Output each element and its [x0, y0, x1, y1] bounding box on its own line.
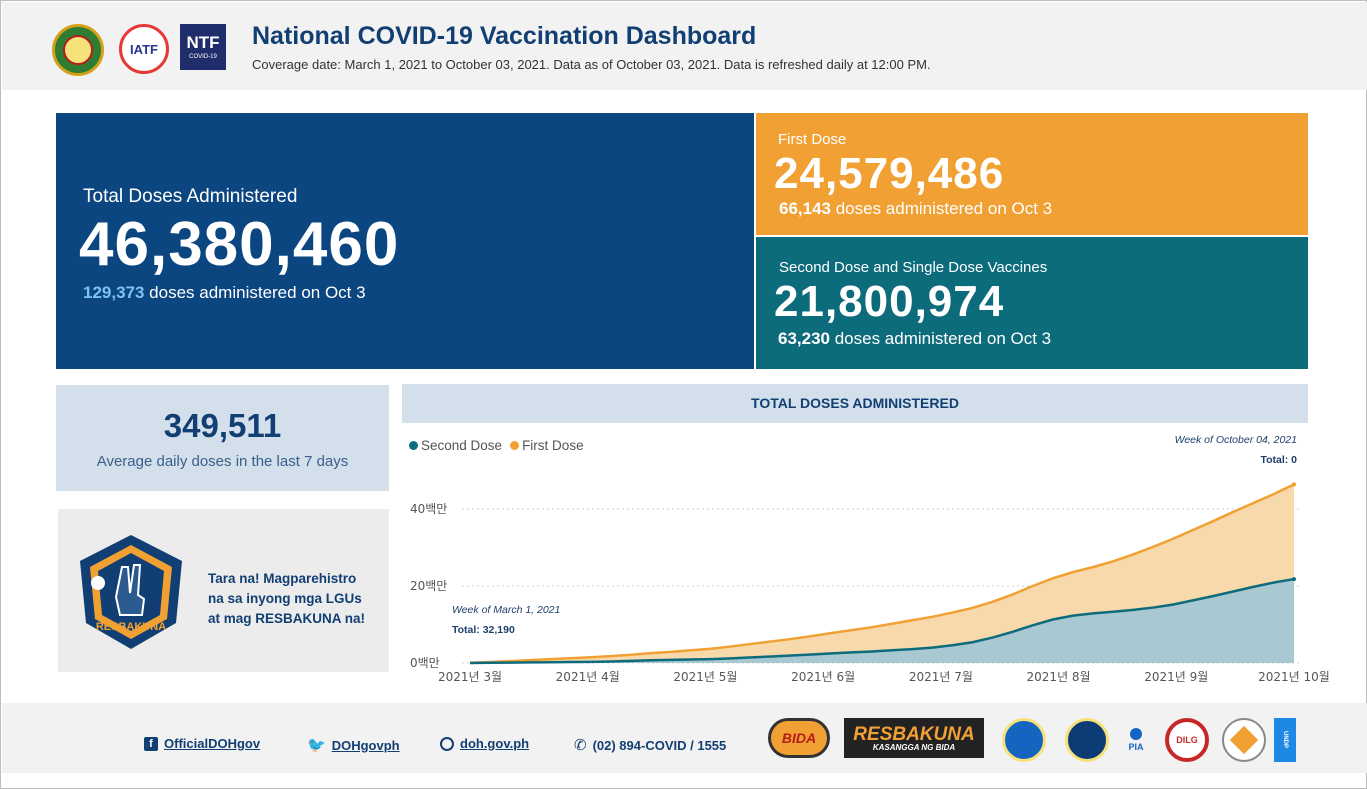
dilg-seal-icon: DILG: [1165, 718, 1209, 762]
globe-icon: [440, 736, 454, 751]
first-daily-text: doses administered on Oct 3: [831, 199, 1053, 218]
second-dose-tile: Second Dose and Single Dose Vaccines 21,…: [756, 237, 1308, 369]
total-doses-value: 46,380,460: [79, 210, 400, 279]
average-daily-value: 349,511: [163, 407, 282, 444]
legend-label-first: First Dose: [522, 438, 584, 453]
ntf-logo-text: NTF: [186, 33, 220, 52]
second-daily-count: 63,230: [778, 329, 830, 348]
iatf-logo-icon: IATF: [119, 24, 169, 74]
total-doses-area-chart[interactable]: 0백만 20백만 40백만 2021년 3월 2021년 4월 2021년 5월 2021년…: [402, 425, 1332, 695]
resbakuna-promo[interactable]: RESBAKUNA Tara na! Magparehistro na sa i…: [58, 509, 389, 672]
start-week-label: Week of March 1, 2021: [452, 604, 560, 616]
first-daily-count: 66,143: [779, 199, 831, 218]
promo-line-1: Tara na! Magparehistro: [208, 571, 357, 586]
badge-caption: RESBAKUNA: [96, 621, 166, 633]
total-daily-count: 129,373: [83, 283, 145, 302]
presidential-seal-icon: [1065, 718, 1109, 762]
second-dose-area: [470, 579, 1294, 663]
average-daily-label: Average daily doses in the last 7 days: [96, 453, 349, 470]
promo-message: Tara na! Magparehistro na sa inyong mga …: [208, 569, 383, 629]
doh-seal-icon: [52, 24, 104, 76]
legend-item-first-dose[interactable]: First Dose: [510, 438, 584, 453]
twitter-link[interactable]: 🐦 DOHgovph: [307, 736, 400, 754]
resbakuna-badge-icon: RESBAKUNA: [80, 535, 182, 649]
header-bar: IATF NTF COVID-19 National COVID-19 Vacc…: [2, 2, 1367, 90]
x-tick-label: 2021년 7월: [909, 670, 973, 684]
website-url: doh.gov.ph: [460, 736, 530, 751]
facebook-link[interactable]: f OfficialDOHgov: [144, 736, 260, 751]
x-tick-label: 2021년 5월: [673, 670, 737, 684]
phone-icon: ✆: [574, 737, 587, 754]
first-dose-tile: First Dose 24,579,486 66,143 doses admin…: [756, 113, 1308, 235]
first-dose-line: [469, 483, 1295, 665]
x-tick-label: 2021년 4월: [556, 670, 620, 684]
undp-logo-icon: UNDP: [1274, 718, 1296, 762]
second-dose-daily: 63,230 doses administered on Oct 3: [778, 329, 1051, 349]
x-tick-label: 2021년 6월: [791, 670, 855, 684]
average-daily-tile: 349,511 Average daily doses in the last …: [56, 385, 389, 491]
promo-line-3: at mag RESBAKUNA na!: [208, 611, 366, 626]
total-doses-label: Total Doses Administered: [83, 186, 298, 207]
second-dose-line: [469, 577, 1295, 665]
legend-item-second-dose[interactable]: Second Dose: [409, 438, 502, 453]
y-tick-label: 20백만: [410, 579, 447, 593]
resbakuna-logo-subtext: KASANGGA NG BIDA: [872, 742, 956, 752]
end-week-total: Total: 0: [1260, 454, 1297, 466]
twitter-handle: DOHgovph: [331, 737, 400, 753]
total-daily-text: doses administered on Oct 3: [144, 283, 366, 302]
x-tick-label: 2021년 10월: [1258, 670, 1330, 684]
first-dose-label: First Dose: [778, 131, 847, 148]
second-dose-value: 21,800,974: [774, 277, 1005, 326]
website-link[interactable]: doh.gov.ph: [440, 736, 529, 751]
resbakuna-logo-text: RESBAKUNA: [853, 723, 975, 745]
government-seal-icon: [1222, 718, 1266, 762]
hotline-info: ✆ (02) 894-COVID / 1555: [574, 736, 726, 754]
pcoo-seal-icon: [1002, 718, 1046, 762]
chart-legend: Second Dose First Dose: [409, 438, 584, 453]
y-tick-label: 0백만: [410, 656, 440, 670]
x-tick-label: 2021년 9월: [1144, 670, 1208, 684]
promo-line-2: na sa inyong mga LGUs: [208, 591, 362, 606]
x-tick-label: 2021년 8월: [1027, 670, 1091, 684]
second-daily-text: doses administered on Oct 3: [830, 329, 1052, 348]
x-tick-label: 2021년 3월: [438, 670, 502, 684]
first-dose-daily: 66,143 doses administered on Oct 3: [779, 199, 1052, 219]
first-dose-end-point: [1292, 482, 1296, 487]
bida-logo-icon: BIDA: [768, 718, 830, 758]
pia-logo-text: PIA: [1128, 742, 1144, 752]
hotline-number: (02) 894-COVID / 1555: [592, 737, 727, 753]
pia-logo-icon: PIA: [1125, 718, 1147, 762]
facebook-handle: OfficialDOHgov: [164, 736, 261, 751]
y-tick-label: 40백만: [410, 502, 447, 516]
resbakuna-logo-icon: RESBAKUNA KASANGGA NG BIDA: [844, 718, 984, 758]
chart-title: TOTAL DOSES ADMINISTERED: [402, 384, 1308, 423]
total-doses-daily: 129,373 doses administered on Oct 3: [83, 283, 366, 303]
first-dose-value: 24,579,486: [774, 149, 1005, 198]
ntf-logo-icon: NTF COVID-19: [180, 24, 226, 70]
total-doses-tile: Total Doses Administered 46,380,460 129,…: [56, 113, 754, 369]
facebook-icon: f: [144, 736, 158, 751]
twitter-icon: 🐦: [307, 737, 326, 754]
second-dose-end-point: [1292, 577, 1296, 582]
legend-label-second: Second Dose: [421, 438, 503, 453]
second-dose-label: Second Dose and Single Dose Vaccines: [779, 259, 1048, 276]
start-week-total: Total: 32,190: [452, 624, 515, 636]
page-title: National COVID-19 Vaccination Dashboard: [252, 22, 757, 50]
coverage-note: Coverage date: March 1, 2021 to October …: [252, 57, 931, 72]
end-week-label: Week of October 04, 2021: [1175, 434, 1297, 446]
ntf-logo-subtext: COVID-19: [189, 54, 217, 60]
footer-bar: f OfficialDOHgov 🐦 DOHgovph doh.gov.ph ✆ (0…: [2, 703, 1367, 773]
